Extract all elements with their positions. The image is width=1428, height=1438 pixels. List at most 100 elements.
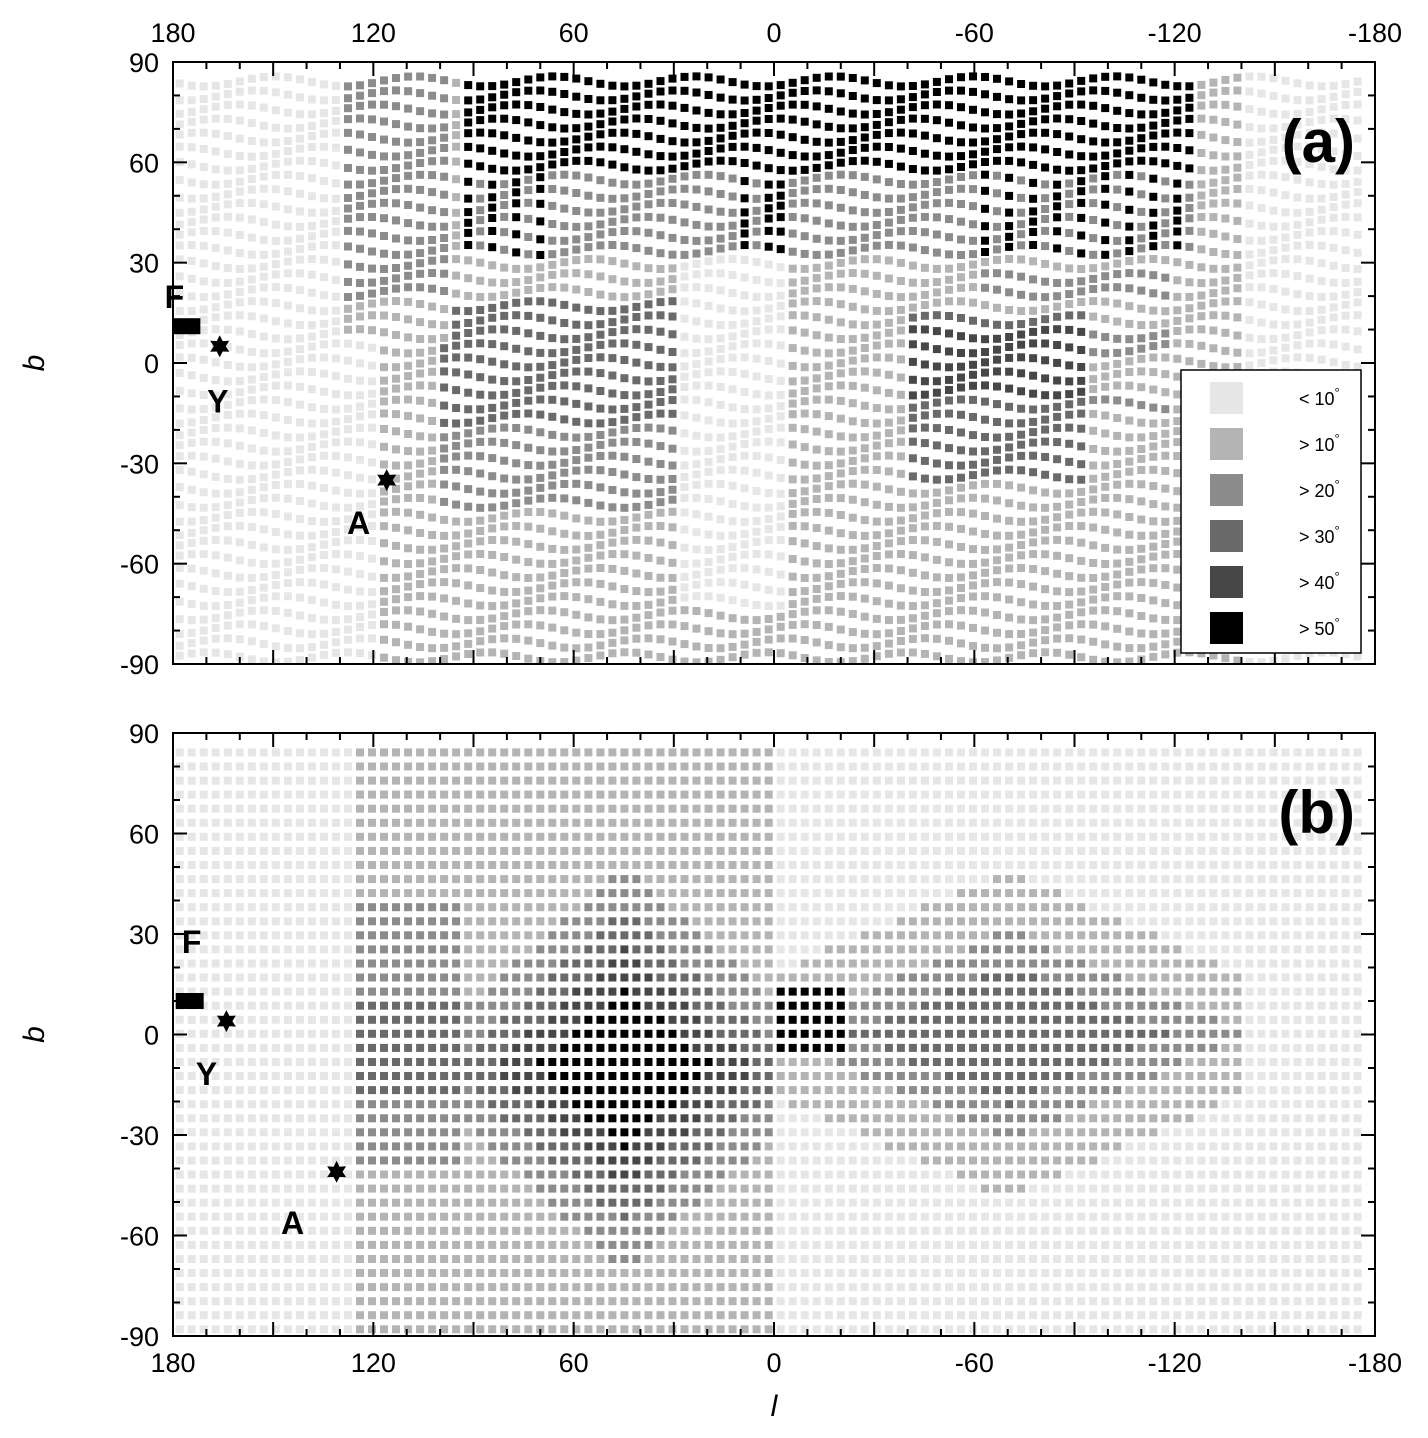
heatmap-cell <box>235 409 244 418</box>
heatmap-cell <box>764 164 773 173</box>
heatmap-cell <box>271 658 280 664</box>
heatmap-cell <box>307 1240 316 1249</box>
heatmap-cell <box>1161 1283 1170 1292</box>
legend-swatch <box>1210 612 1243 644</box>
heatmap-cell <box>1029 178 1038 187</box>
heatmap-cell <box>584 481 593 490</box>
heatmap-cell <box>908 413 917 422</box>
heatmap-cell <box>957 163 965 171</box>
heatmap-cell <box>1029 405 1038 414</box>
heatmap-cell <box>1245 261 1254 270</box>
heatmap-cell <box>452 1269 461 1277</box>
heatmap-cell <box>800 286 809 295</box>
heatmap-cell <box>1113 460 1122 468</box>
heatmap-cell <box>981 258 989 266</box>
heatmap-cell <box>920 411 929 420</box>
heatmap-cell <box>812 495 821 503</box>
heatmap-cell <box>428 73 437 82</box>
heatmap-cell <box>488 164 497 173</box>
heatmap-cell <box>187 1297 196 1306</box>
heatmap-cell <box>536 383 545 392</box>
heatmap-cell <box>957 573 965 582</box>
heatmap-cell <box>1149 342 1158 351</box>
heatmap-cell <box>380 1226 388 1235</box>
heatmap-cell <box>632 1297 641 1306</box>
heatmap-cell <box>656 362 665 371</box>
heatmap-cell <box>283 458 292 467</box>
heatmap-cell <box>548 527 557 536</box>
heatmap-cell <box>199 1226 208 1235</box>
heatmap-cell <box>1305 143 1314 152</box>
heatmap-cell <box>692 624 701 633</box>
heatmap-cell <box>668 409 677 418</box>
heatmap-cell <box>981 447 989 456</box>
heatmap-cell <box>692 1226 701 1235</box>
heatmap-cell <box>1197 279 1206 288</box>
heatmap-cell <box>608 405 617 414</box>
heatmap-cell <box>368 311 376 320</box>
heatmap-cell <box>452 452 461 461</box>
heatmap-cell <box>319 598 328 607</box>
heatmap-cell <box>1305 1311 1314 1320</box>
heatmap-cell <box>716 1325 725 1334</box>
heatmap-cell <box>488 514 497 523</box>
heatmap-cell <box>283 381 292 390</box>
heatmap-cell <box>1281 343 1290 352</box>
heatmap-cell <box>211 213 220 222</box>
heatmap-cell <box>428 136 437 145</box>
heatmap-cell <box>380 166 388 174</box>
heatmap-cell <box>812 1283 821 1292</box>
heatmap-cell <box>1101 218 1110 227</box>
heatmap-cell <box>1305 194 1314 203</box>
heatmap-cell <box>295 244 304 253</box>
heatmap-cell <box>812 216 821 225</box>
heatmap-cell <box>211 513 220 522</box>
heatmap-cell <box>368 1297 376 1306</box>
heatmap-cell <box>1053 473 1062 482</box>
heatmap-cell <box>1317 305 1326 314</box>
heatmap-cell <box>969 260 977 269</box>
heatmap-cell <box>307 403 316 412</box>
heatmap-cell <box>223 290 232 299</box>
heatmap-cell <box>752 339 761 348</box>
heatmap-cell <box>704 1226 713 1235</box>
heatmap-cell <box>1053 569 1062 578</box>
heatmap-cell <box>1149 142 1158 151</box>
heatmap-cell <box>764 437 773 446</box>
heatmap-cell <box>524 152 533 161</box>
heatmap-cell <box>957 103 965 112</box>
heatmap-cell <box>235 166 244 175</box>
heatmap-cell <box>416 480 425 489</box>
heatmap-cell <box>1137 123 1146 132</box>
heatmap-cell <box>920 149 929 158</box>
heatmap-cell <box>872 542 881 550</box>
heatmap-cell <box>752 116 761 125</box>
heatmap-cell <box>1113 545 1122 554</box>
heatmap-cell <box>656 187 665 196</box>
heatmap-cell <box>175 230 184 239</box>
heatmap-cell <box>1101 429 1110 438</box>
heatmap-cell <box>1053 358 1062 367</box>
heatmap-cell <box>392 638 400 647</box>
heatmap-cell <box>1269 1255 1278 1263</box>
heatmap-cell <box>259 200 268 209</box>
heatmap-cell <box>368 229 376 238</box>
heatmap-cell <box>957 621 965 630</box>
heatmap-cell <box>764 453 773 462</box>
heatmap-cell <box>945 1283 953 1292</box>
heatmap-cell <box>1185 146 1194 155</box>
heatmap-cell <box>1305 218 1314 227</box>
heatmap-cell <box>464 142 473 151</box>
heatmap-cell <box>788 100 797 109</box>
heatmap-cell <box>692 270 701 279</box>
heatmap-cell <box>1029 292 1038 301</box>
heatmap-cell <box>416 459 425 468</box>
heatmap-cell <box>500 1255 509 1263</box>
heatmap-cell <box>1137 1297 1146 1306</box>
heatmap-cell <box>957 314 965 322</box>
heatmap-cell <box>512 288 521 297</box>
heatmap-cell <box>283 1325 292 1334</box>
heatmap-cell <box>1041 104 1050 113</box>
heatmap-cell <box>356 114 364 123</box>
heatmap-cell <box>1029 81 1038 90</box>
